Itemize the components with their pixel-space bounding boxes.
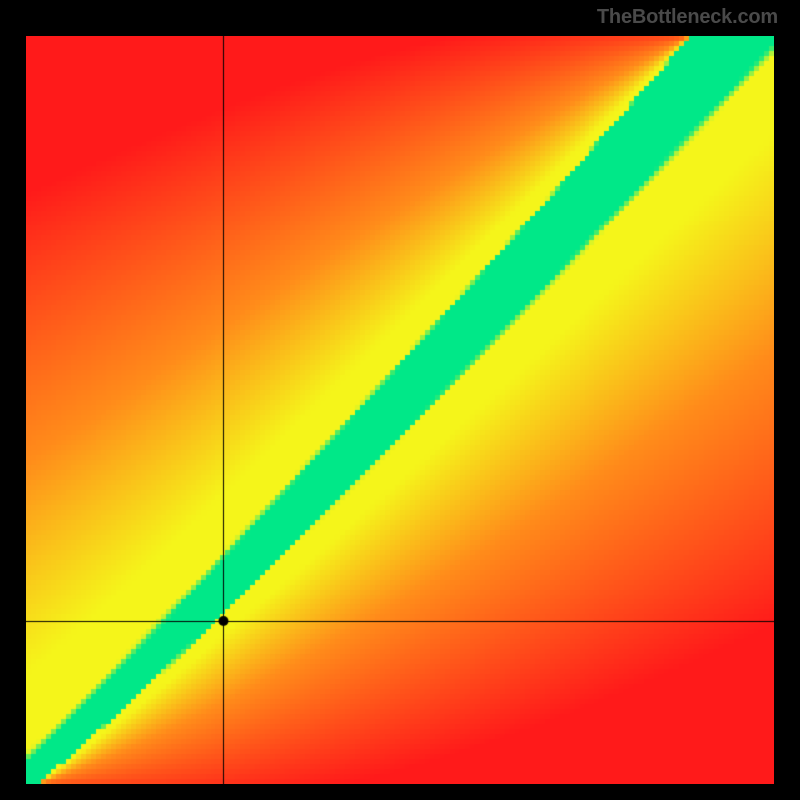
crosshair-overlay	[26, 36, 774, 784]
attribution-text: TheBottleneck.com	[597, 6, 778, 29]
chart-container: TheBottleneck.com	[0, 0, 800, 800]
